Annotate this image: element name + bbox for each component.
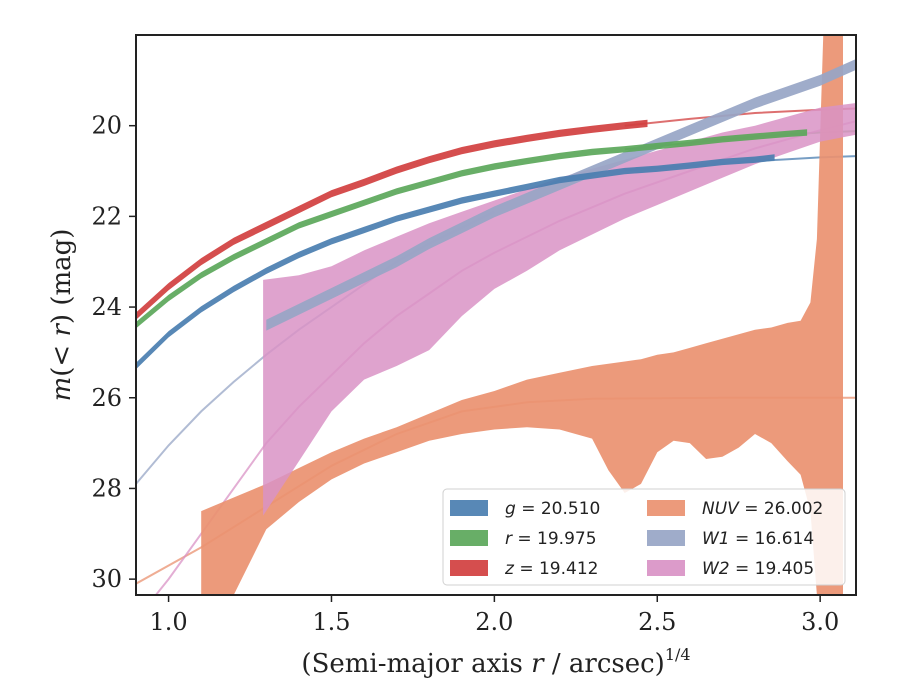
y-tick-label: 24 [91,293,122,321]
x-tick-label: 3.0 [801,608,839,636]
legend-label-w2: W2 = 19.405 [702,559,814,579]
y-tick-label: 20 [91,112,122,140]
legend-swatch-g [450,500,488,516]
legend-label-r: r = 19.975 [505,529,597,549]
legend-label-z: z = 19.412 [504,559,598,579]
legend-swatch-w1 [647,530,685,546]
plot-frame [135,34,857,596]
legend-swatch-w2 [647,560,685,576]
legend-label-nuv: NUV = 26.002 [702,499,823,519]
y-tick-label: 22 [91,202,122,230]
band-w1 [266,59,856,331]
axis-ticks: 1.0 1.5 2.0 2.5 3.0 20 22 24 26 28 30 [91,112,839,636]
legend: g = 20.510 r = 19.975 z = 19.412 NUV = 26.0… [442,488,846,586]
y-axis-label: m(< r) (mag) [47,229,77,402]
plot-area [136,35,856,595]
legend-swatch-r [450,530,488,546]
x-tick-label: 1.0 [149,608,187,636]
band-r [136,129,808,329]
x-tick-label: 2.0 [475,608,513,636]
y-tick-label: 30 [91,565,122,593]
legend-box [442,488,846,586]
x-axis-label: (Semi-major axis r / arcsec)1/4 [301,645,690,679]
x-tick-label: 1.5 [312,608,350,636]
legend-swatch-z [450,560,488,576]
y-tick-label: 26 [91,384,122,412]
legend-label-w1: W1 = 16.614 [702,529,814,549]
x-tick-label: 2.5 [638,608,676,636]
legend-swatch-nuv [647,500,685,516]
band-nuv [201,35,843,595]
y-tick-label: 28 [91,474,122,502]
legend-label-g: g = 20.510 [505,499,600,519]
